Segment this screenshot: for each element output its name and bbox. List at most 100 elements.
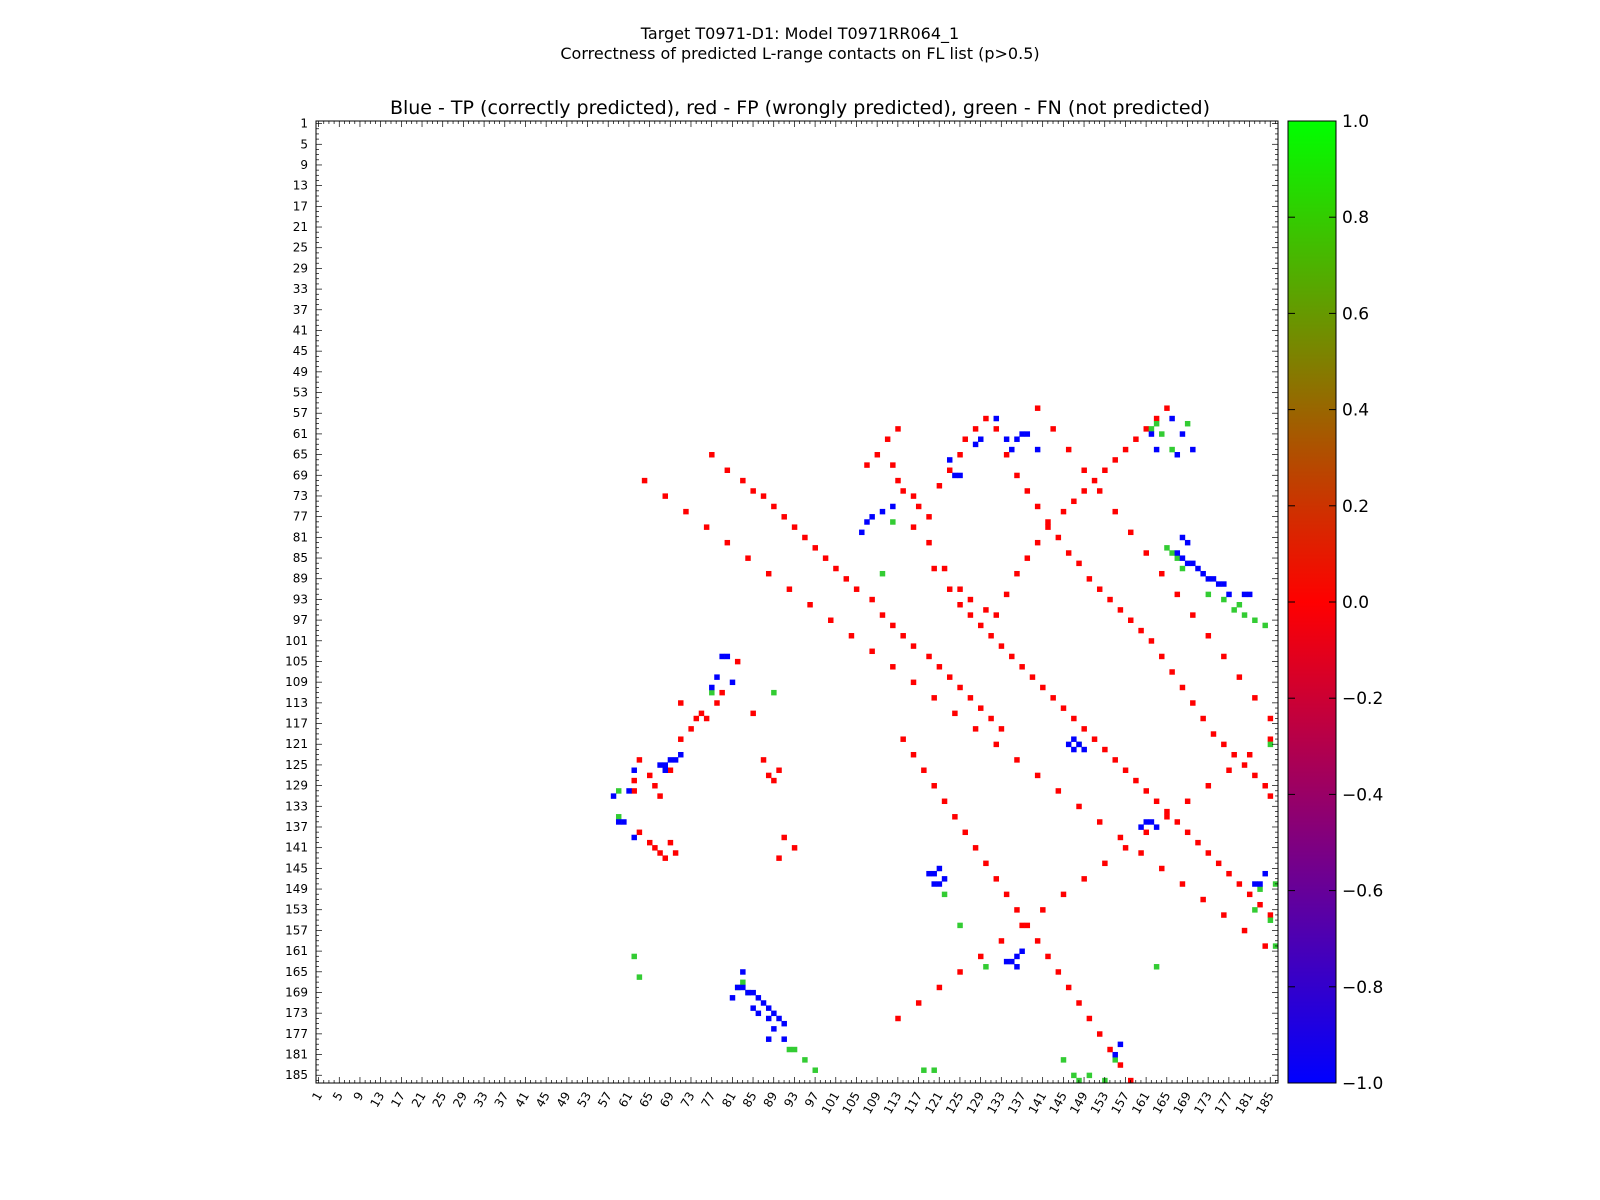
fp-cell [1153,415,1160,422]
tp-cell [1024,431,1031,437]
fp-cell [972,845,979,851]
fp-cell [1096,586,1103,592]
y-tick-label: 145 [285,861,308,875]
y-tick-label: 133 [285,799,308,813]
fp-cell [1138,850,1144,856]
fp-cell [1003,891,1010,898]
tp-cell [1138,824,1144,830]
tp-cell [755,995,762,1001]
tp-cell [957,472,963,479]
chart-title-line2: Correctness of predicted L-range contact… [560,44,1039,63]
fn-cell [1086,1072,1093,1079]
tp-cell [1014,964,1020,970]
y-tick-label: 185 [285,1068,308,1082]
tp-cell [1019,948,1025,954]
tp-cell [1153,446,1160,453]
fn-cell [1148,426,1155,432]
y-tick-label: 25 [293,241,308,255]
fn-cell [931,1067,937,1073]
y-tick-label: 165 [285,965,308,979]
plot-background [316,121,1278,1083]
fn-cell [615,788,622,794]
y-tick-label: 89 [293,572,308,586]
fp-cell [1045,524,1051,530]
fp-cell [983,415,989,422]
fp-cell [1252,772,1258,779]
fp-cell [1003,452,1010,458]
fp-cell [719,689,725,696]
fp-cell [1040,907,1046,913]
fp-cell [1055,969,1062,975]
tp-cell [936,865,943,872]
y-tick-label: 81 [293,530,308,544]
fp-cell [1164,808,1170,815]
x-tick-label: 145 [1046,1090,1070,1117]
fp-cell [1246,751,1253,758]
x-tick-label: 133 [984,1090,1008,1117]
colorbar-tick-label: 0.2 [1342,497,1369,517]
fp-cell [1117,607,1124,613]
fp-cell [812,545,818,551]
y-tick-label: 129 [285,779,308,793]
fn-cell [1060,1057,1067,1063]
fp-cell [993,612,1000,618]
x-tick-label: 21 [409,1090,429,1110]
y-tick-label: 105 [285,654,308,668]
tp-cell [776,1015,782,1022]
tp-cell [1153,824,1160,830]
fp-cell [843,576,850,582]
tp-cell [1003,436,1010,442]
tp-cell [760,1000,767,1006]
tp-cell [1081,746,1087,753]
y-tick-label: 149 [285,882,308,896]
tp-cell [1195,565,1201,572]
fp-cell [1133,436,1139,442]
fp-cell [1086,1015,1093,1022]
fn-cell [1262,622,1268,629]
x-tick-label: 125 [943,1090,967,1117]
tp-cell [869,514,875,520]
x-tick-label: 165 [1150,1090,1174,1117]
fp-cell [926,514,932,520]
fp-cell [1236,674,1243,680]
x-tick-label: 105 [839,1090,863,1117]
x-tick-label: 137 [1005,1090,1029,1117]
x-tick-label: 149 [1067,1090,1091,1117]
fn-cell [1241,612,1248,618]
fp-cell [667,839,674,846]
tp-cell [631,767,637,773]
fp-cell [724,467,731,473]
fp-cell [1055,534,1062,541]
fp-cell [1096,1031,1103,1037]
x-tick-label: 85 [740,1090,760,1110]
fp-cell [678,736,684,742]
fp-cell [833,565,839,572]
y-tick-label: 37 [293,303,308,317]
fp-cell [1081,876,1087,882]
fn-cell [812,1067,818,1073]
x-tick-label: 129 [964,1090,988,1117]
tp-cell [936,881,943,887]
tp-cell [1179,555,1186,561]
fn-cell [1205,591,1212,598]
tp-cell [667,757,674,763]
fp-cell [1102,467,1108,473]
fp-cell [910,643,917,649]
x-tick-label: 101 [819,1090,843,1117]
tp-cell [740,984,746,991]
x-tick-label: 117 [902,1090,926,1117]
chart-title-line1: Target T0971-D1: Model T0971RR064_1 [640,24,959,44]
fp-cell [1096,488,1103,494]
tp-cell [1179,431,1186,437]
y-tick-label: 169 [285,985,308,999]
x-tick-label: 25 [430,1090,450,1110]
fn-cell [709,689,715,696]
fp-cell [734,658,741,665]
fp-cell [1226,767,1232,773]
x-tick-label: 29 [450,1090,470,1110]
tp-cell [615,819,622,825]
fp-cell [1262,783,1268,789]
tp-cell [1071,746,1077,753]
fp-cell [724,539,731,546]
fp-cell [1076,803,1082,810]
